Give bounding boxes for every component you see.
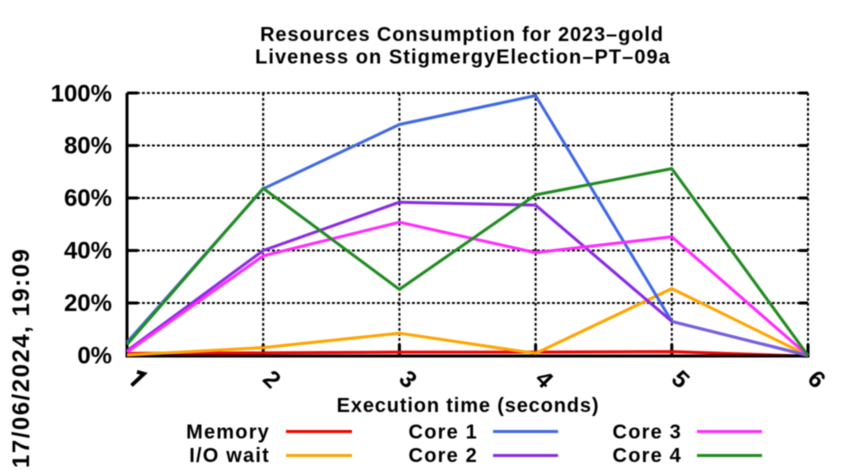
svg-text:Core 2: Core 2 <box>409 445 478 467</box>
svg-text:17/06/2024, 19:09: 17/06/2024, 19:09 <box>8 248 35 468</box>
svg-text:0%: 0% <box>77 343 112 370</box>
svg-text:100%: 100% <box>51 81 112 108</box>
svg-text:20%: 20% <box>64 290 112 317</box>
svg-text:Liveness on StigmergyElection–: Liveness on StigmergyElection–PT–09a <box>255 47 671 69</box>
svg-text:Core 1: Core 1 <box>409 422 478 444</box>
svg-text:Core 3: Core 3 <box>613 422 682 444</box>
svg-text:60%: 60% <box>64 185 112 212</box>
svg-text:80%: 80% <box>64 133 112 160</box>
svg-text:I/O wait: I/O wait <box>189 445 270 467</box>
svg-text:Memory: Memory <box>186 422 270 444</box>
svg-text:Resources Consumption for 2023: Resources Consumption for 2023–gold <box>260 24 664 46</box>
svg-text:40%: 40% <box>64 238 112 265</box>
svg-text:Core 4: Core 4 <box>613 445 682 467</box>
svg-text:Execution time (seconds): Execution time (seconds) <box>337 395 600 417</box>
